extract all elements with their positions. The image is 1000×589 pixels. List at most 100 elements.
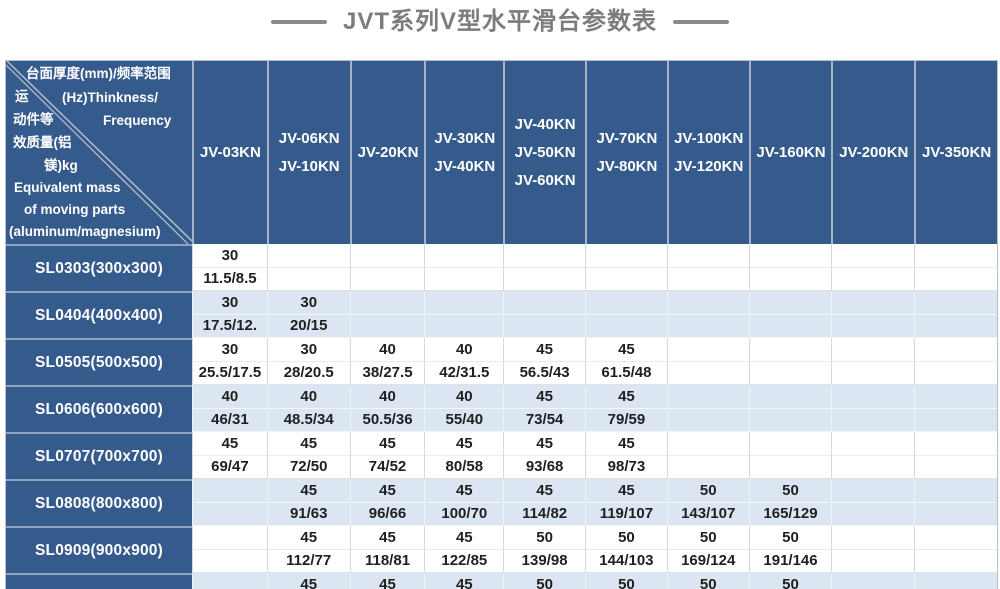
- cell-thickness-value: 45: [268, 573, 350, 589]
- cell-mass-value: 11.5/8.5: [193, 268, 267, 291]
- cell-mass-value: [425, 315, 504, 338]
- cell-mass-value: [504, 268, 586, 291]
- cell-mass-value: [915, 268, 997, 291]
- cell-mass-value: [267, 268, 350, 291]
- corner-label-mass-cn-3: 效质量(铝: [13, 135, 72, 150]
- cell-thickness-value: [586, 291, 667, 315]
- table-row: SL0707(700x700) 45 69/47 45 72/50 45 74/52 45 80…: [6, 432, 997, 479]
- cell-thickness-value: [915, 432, 997, 456]
- data-cell: [831, 338, 915, 385]
- data-cell: 30 28/20.5: [266, 338, 350, 385]
- cell-thickness-value: 50: [586, 573, 667, 589]
- cell-thickness-value: 50: [668, 573, 749, 589]
- column-header-line: JV-06KN: [278, 130, 340, 147]
- cell-thickness-value: 45: [504, 479, 586, 503]
- cell-thickness-value: 45: [504, 432, 586, 456]
- data-cell: [914, 244, 997, 291]
- table-row: SL0505(500x500) 30 25.5/17.5 30 28/20.5 40 38/…: [6, 338, 997, 385]
- cell-mass-value: 38/27.5: [350, 362, 425, 385]
- corner-label-mass-en-1: Equivalent mass: [14, 180, 121, 195]
- row-label: SL0909(900x900): [6, 526, 192, 573]
- cell-thickness-value: 30: [267, 291, 350, 315]
- column-header-jv-350kn: JV-350KN: [914, 61, 997, 244]
- data-cell: [666, 432, 749, 479]
- cell-thickness-value: [915, 573, 997, 589]
- data-cell: 45 56.5/43: [503, 338, 586, 385]
- data-cell: 45 100/70: [424, 479, 504, 526]
- cell-thickness-value: 45: [267, 432, 350, 456]
- cell-thickness-value: [832, 244, 915, 268]
- cell-mass-value: 48.5/34: [267, 409, 350, 432]
- data-cell: 45 79/59: [585, 385, 667, 432]
- cell-mass-value: [749, 315, 832, 338]
- data-cell: 45 74/52: [349, 432, 425, 479]
- column-header-line: JV-20KN: [357, 144, 419, 161]
- data-cell: 45 72/50: [266, 432, 350, 479]
- cell-mass-value: [586, 315, 667, 338]
- cell-thickness-value: 50: [667, 526, 749, 550]
- column-header-line: JV-80KN: [596, 158, 658, 175]
- column-header-line: JV-200KN: [839, 144, 909, 161]
- cell-mass-value: [832, 409, 915, 432]
- cell-thickness-value: 40: [350, 338, 425, 362]
- data-cell: 45 122/85: [424, 526, 504, 573]
- cell-mass-value: 100/70: [425, 503, 504, 526]
- cell-thickness-value: [915, 385, 997, 409]
- cell-mass-value: 73/54: [504, 409, 586, 432]
- cell-thickness-value: 45: [425, 526, 504, 550]
- cell-thickness-value: [193, 573, 267, 589]
- cell-thickness-value: 45: [350, 479, 425, 503]
- data-cell: [192, 479, 267, 526]
- row-label: SL0505(500x500): [6, 338, 192, 385]
- data-cell: [503, 291, 586, 338]
- column-header-jv-70kn-jv-80kn: JV-70KN JV-80KN: [585, 61, 667, 244]
- page-title: JVT系列V型水平滑台参数表: [342, 8, 658, 35]
- cell-mass-value: 118/81: [350, 550, 425, 573]
- cell-thickness-value: 40: [193, 385, 267, 409]
- diagonal-divider-line: [6, 61, 192, 244]
- data-cell: [914, 573, 997, 589]
- column-header-line: JV-50KN: [514, 144, 576, 161]
- cell-thickness-value: 50: [749, 479, 832, 503]
- corner-label-mass-en-2: of moving parts: [24, 202, 126, 217]
- cell-mass-value: [193, 503, 267, 526]
- data-cell: [831, 573, 915, 589]
- corner-label-thickness-cn: 台面厚度(mm)/频率范围: [26, 66, 171, 81]
- data-cell: [831, 385, 915, 432]
- cell-thickness-value: 45: [267, 526, 350, 550]
- cell-mass-value: 98/73: [586, 456, 667, 479]
- cell-thickness-value: [749, 432, 832, 456]
- cell-thickness-value: 50: [749, 526, 832, 550]
- data-cell: 45 93/68: [503, 432, 586, 479]
- cell-thickness-value: 45: [586, 479, 667, 503]
- cell-thickness-value: [350, 291, 425, 315]
- cell-thickness-value: 30: [193, 338, 267, 362]
- data-cell: [748, 432, 832, 479]
- cell-mass-value: 56.5/43: [504, 362, 586, 385]
- data-cell: [666, 291, 749, 338]
- cell-thickness-value: [749, 244, 832, 268]
- cell-thickness-value: [915, 479, 997, 503]
- data-cell: [914, 432, 997, 479]
- data-cell: [914, 479, 997, 526]
- cell-thickness-value: [749, 385, 832, 409]
- cell-mass-value: 55/40: [425, 409, 504, 432]
- title-left-dash: [270, 20, 327, 24]
- cell-thickness-value: 30: [193, 291, 267, 315]
- cell-mass-value: [915, 456, 997, 479]
- cell-thickness-value: [504, 291, 586, 315]
- data-cell: [914, 338, 997, 385]
- table-row: SL0606(600x600) 40 46/31 40 48.5/34 40 50.5/36…: [6, 385, 997, 432]
- cell-mass-value: 79/59: [586, 409, 667, 432]
- cell-mass-value: 114/82: [504, 503, 586, 526]
- cell-mass-value: 74/52: [350, 456, 425, 479]
- data-cell: 45: [266, 573, 350, 589]
- cell-thickness-value: [667, 385, 749, 409]
- cell-mass-value: [832, 550, 915, 573]
- data-cell: [349, 291, 425, 338]
- cell-thickness-value: [193, 479, 267, 503]
- cell-mass-value: 69/47: [193, 456, 267, 479]
- data-cell: 45 73/54: [503, 385, 586, 432]
- cell-thickness-value: 30: [267, 338, 350, 362]
- cell-mass-value: 119/107: [586, 503, 667, 526]
